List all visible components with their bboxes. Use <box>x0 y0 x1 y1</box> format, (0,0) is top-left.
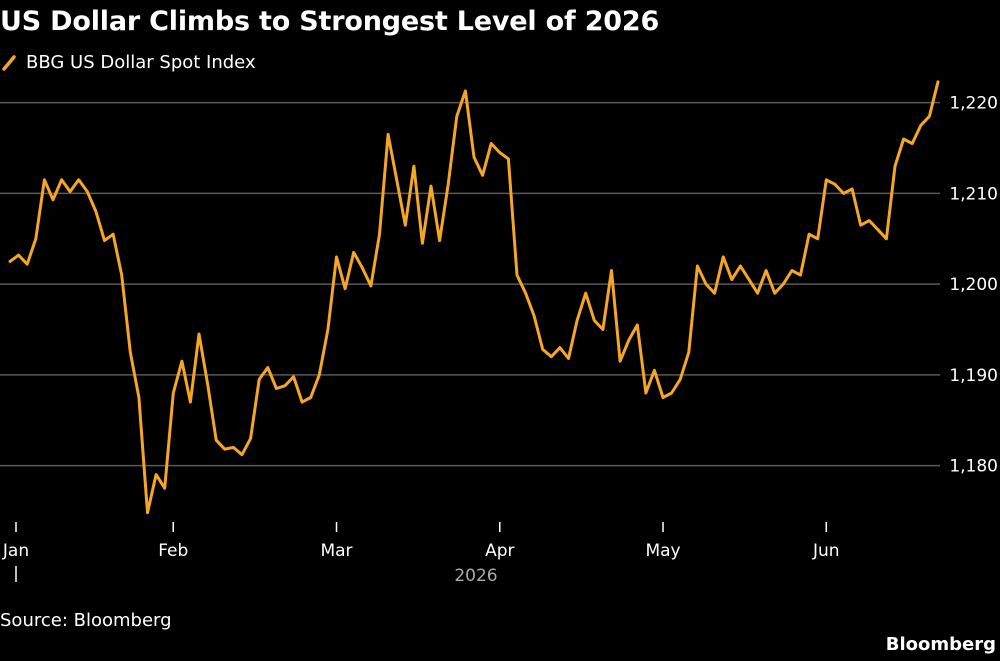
chart-title: US Dollar Climbs to Strongest Level of 2… <box>0 6 660 37</box>
y-tick-label: 1,200 <box>949 275 998 295</box>
x-tick-label: Jan <box>2 541 29 561</box>
legend-swatch-icon <box>2 54 16 71</box>
brand-logo: Bloomberg <box>885 634 996 655</box>
x-tick-label: Mar <box>320 541 352 561</box>
source-note: Source: Bloomberg <box>0 610 172 631</box>
series-line-bbg-us-dollar-spot-index <box>8 80 940 515</box>
line-chart: 1,180 1,190 1,200 1,210 1,220 Jan Feb Mar Apr May… <box>0 80 998 586</box>
y-tick-label: 1,220 <box>949 94 998 114</box>
legend: BBG US Dollar Spot Index <box>0 52 256 73</box>
y-tick-label: 1,180 <box>949 457 998 477</box>
x-axis-year-label: 2026 <box>454 566 497 586</box>
y-tick-label: 1,210 <box>949 184 998 204</box>
x-tick-label: May <box>645 541 680 561</box>
x-tick-label: Feb <box>158 541 188 561</box>
legend-label: BBG US Dollar Spot Index <box>26 52 256 73</box>
y-tick-label: 1,190 <box>949 366 998 386</box>
x-tick-label: Apr <box>485 541 514 561</box>
x-tick-label: Jun <box>812 541 840 561</box>
